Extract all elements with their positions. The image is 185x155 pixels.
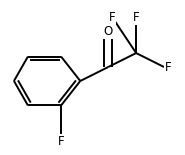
Text: F: F bbox=[133, 11, 139, 24]
Text: F: F bbox=[165, 60, 172, 73]
Text: F: F bbox=[109, 11, 115, 24]
Text: F: F bbox=[58, 135, 64, 148]
Text: O: O bbox=[104, 25, 113, 38]
